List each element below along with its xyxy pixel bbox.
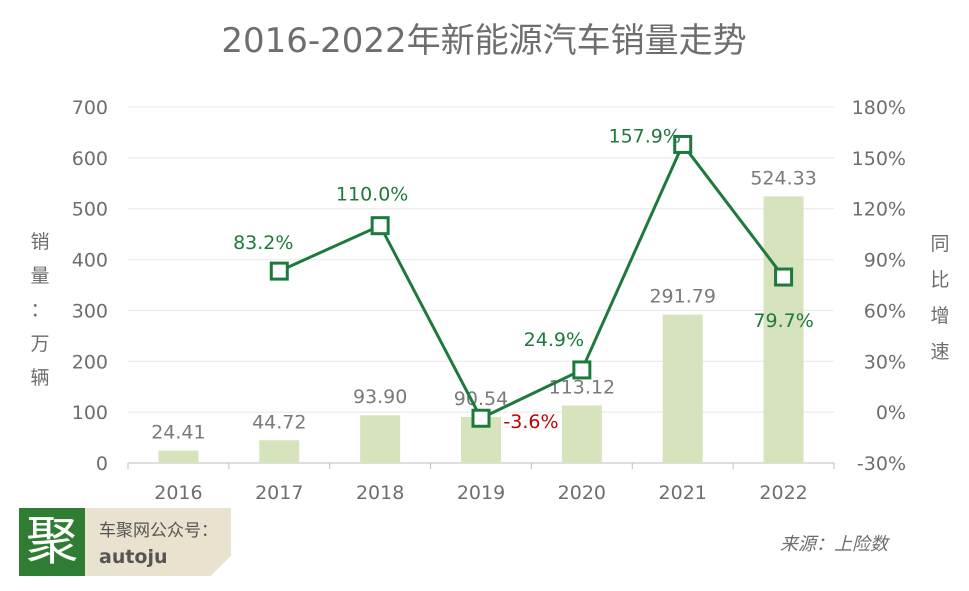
bar [662, 314, 703, 463]
bar [561, 405, 602, 463]
x-tick-label: 2018 [356, 482, 404, 504]
source-note: 来源：上险数 [780, 534, 890, 555]
brand-logo: 聚 车聚网公众号： autoju [19, 508, 231, 576]
chart-title: 2016-2022年新能源汽车销量走势 [221, 21, 746, 61]
y-tick-label: 300 [72, 300, 108, 322]
line-marker [471, 408, 491, 428]
line-value-label: 157.9% [608, 125, 680, 147]
bar-value-label: 24.41 [151, 422, 205, 444]
y-tick-label: 100 [72, 402, 108, 424]
y-axis-title-char: 量 [30, 265, 49, 287]
y2-tick-label: 150% [852, 148, 906, 170]
x-tick-label: 2016 [154, 482, 202, 504]
line-marker [572, 360, 592, 380]
logo-mark: 聚 [19, 508, 85, 576]
y-tick-label: 200 [72, 351, 108, 373]
y-tick-label: 500 [72, 199, 108, 221]
y2-tick-label: -30% [857, 453, 906, 475]
y-tick-label: 400 [72, 250, 108, 272]
y-tick-label: 700 [72, 97, 108, 119]
x-tick-label: 2022 [759, 482, 807, 504]
bar-value-label: 524.33 [750, 167, 816, 189]
y2-tick-label: 60% [864, 300, 906, 322]
logo-panel: 车聚网公众号： autoju [85, 508, 231, 576]
y-tick-label: 0 [96, 453, 108, 475]
line-marker [774, 267, 794, 287]
bar-value-label: 90.54 [454, 388, 508, 410]
line-value-label: 24.9% [524, 329, 584, 351]
line-value-label: 83.2% [233, 232, 293, 254]
logo-line-2: autoju [99, 546, 168, 568]
bar [763, 196, 804, 463]
line-marker [673, 134, 693, 154]
y2-tick-label: 180% [852, 97, 906, 119]
bar-value-label: 291.79 [649, 286, 715, 308]
y2-tick-label: 0% [876, 402, 906, 424]
y2-axis-title-char: 比 [930, 269, 949, 291]
y-axis-title-char: 万 [30, 333, 49, 355]
growth-line [278, 141, 785, 421]
y2-axis-title-char: 速 [930, 341, 949, 363]
y-axis-title-char: 辆 [30, 367, 49, 389]
logo-line-1: 车聚网公众号： [99, 521, 218, 541]
bar-value-label: 44.72 [252, 411, 306, 433]
x-tick-label: 2017 [255, 482, 303, 504]
y-tick-label: 600 [72, 148, 108, 170]
x-tick-label: 2020 [558, 482, 606, 504]
bar-value-label: 113.12 [549, 376, 615, 398]
y-axis-title-char: 销 [30, 231, 49, 253]
y-axis-title-char: ： [30, 299, 49, 321]
line-value-label: 110.0% [336, 184, 408, 206]
y2-tick-label: 120% [852, 199, 906, 221]
line-value-label: -3.6% [503, 411, 558, 433]
bar [360, 415, 401, 463]
x-tick-label: 2021 [659, 482, 707, 504]
y2-axis-title-char: 同 [930, 233, 949, 255]
line-value-label: 79.7% [753, 310, 813, 332]
bar [158, 450, 199, 463]
bar-value-label: 93.90 [353, 386, 407, 408]
y2-tick-label: 90% [864, 250, 906, 272]
line-marker [370, 216, 390, 236]
y2-tick-label: 30% [864, 351, 906, 373]
bar [259, 440, 300, 463]
x-tick-label: 2019 [457, 482, 505, 504]
line-marker [269, 261, 289, 281]
y2-axis-title-char: 增 [930, 305, 949, 327]
